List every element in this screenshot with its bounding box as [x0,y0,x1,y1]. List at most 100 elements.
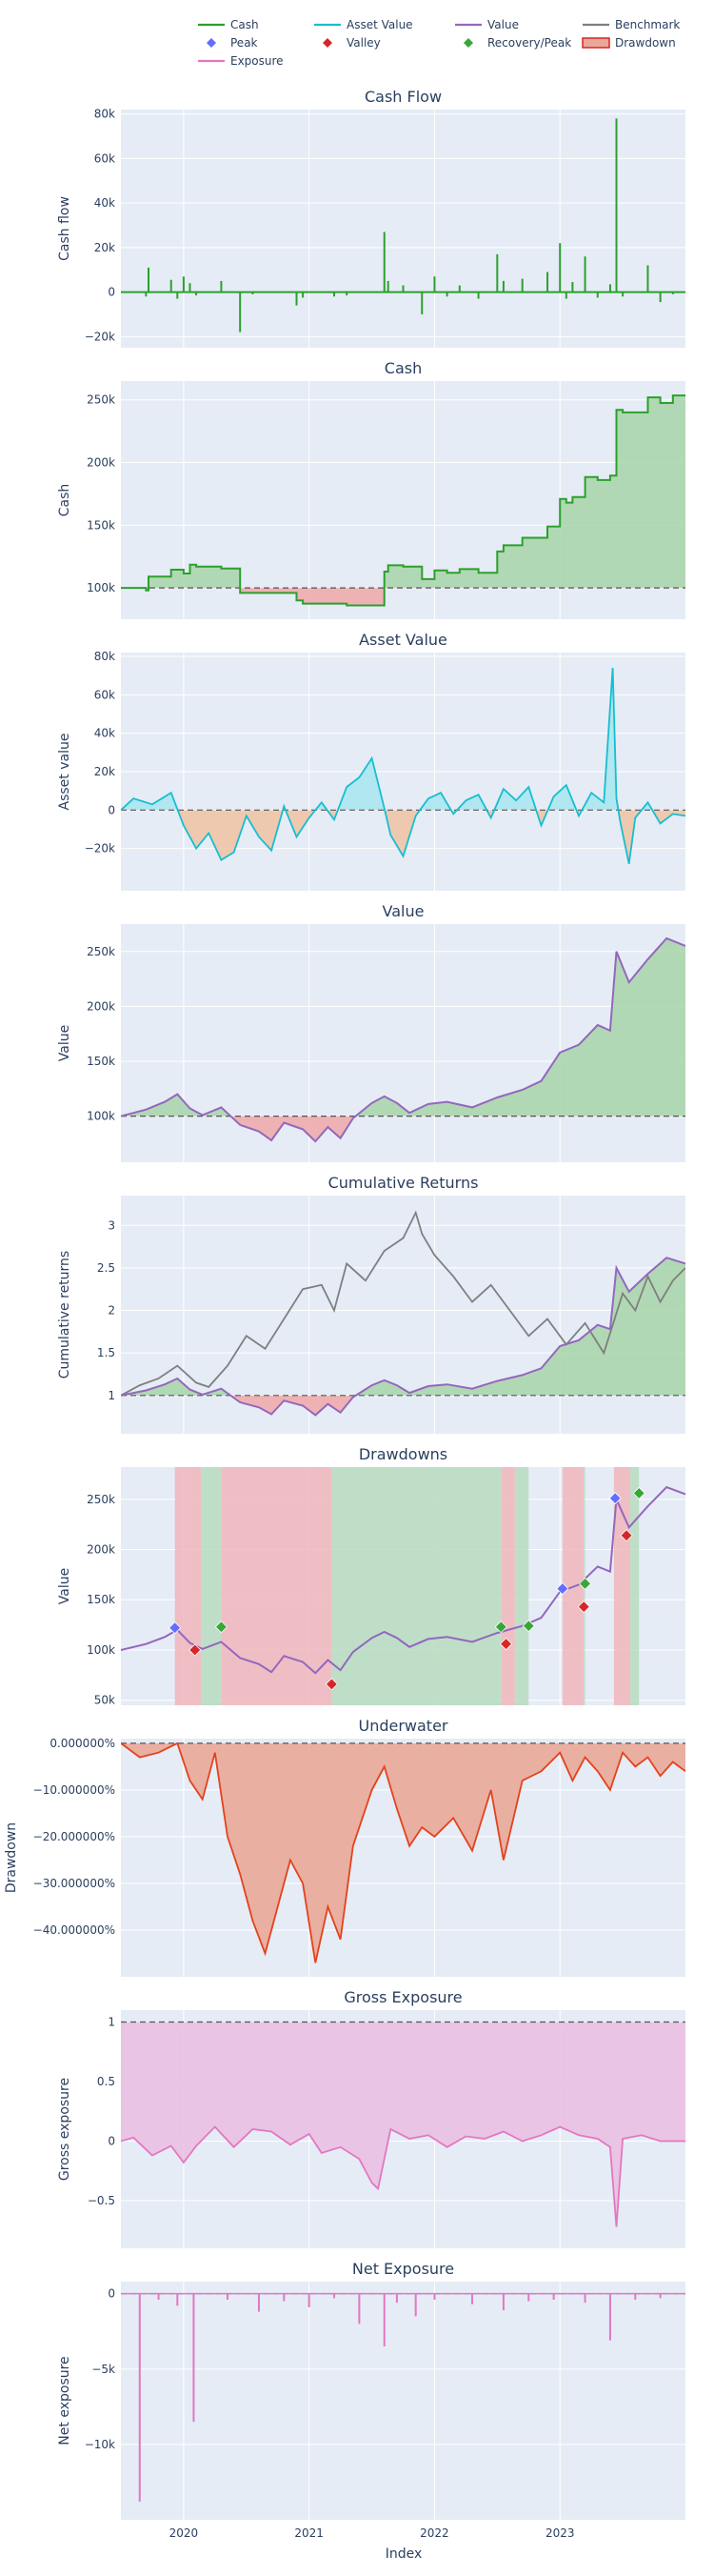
gross-exposure-line[interactable] [121,2125,685,2227]
y-tick-label: −20k [85,842,115,855]
plot-content [121,2021,685,2227]
subplot-title: Drawdowns [359,1445,447,1463]
x-tick-label: 2022 [420,2526,449,2540]
value-line[interactable] [121,1257,685,1417]
y-tick-label: −30.000000% [33,1877,115,1890]
y-tick-label: −10k [85,2438,115,2451]
y-axis-title: Cash [57,484,72,517]
plot-content [121,394,685,607]
y-tick-label: −20k [85,330,115,343]
legend-label: Cash [230,18,259,31]
legend-band-swatch [582,37,610,49]
y-tick-label: 150k [87,1593,115,1606]
y-tick-label: 0.5 [97,2075,115,2088]
valley-marker[interactable] [325,1678,338,1691]
y-tick-label: 2.5 [97,1261,115,1275]
y-tick-label: 0 [108,286,115,299]
legend[interactable]: Cash Asset Value Value Benchmark Peak Valley R… [198,18,680,68]
drawdown-line[interactable] [121,1741,685,1963]
drawdown-span[interactable] [613,1467,631,1705]
y-tick-label: 20k [94,765,115,778]
legend-item-asset-value[interactable]: Asset Value [314,18,413,31]
x-tick-label: 2020 [169,2526,199,2540]
subplot-title: Gross Exposure [344,1988,462,2006]
value-line[interactable] [121,1485,685,1675]
y-tick-label: 1 [108,1389,115,1402]
valley-marker[interactable] [499,1638,513,1651]
y-tick-label: 0.000000% [50,1737,115,1750]
plot-content [121,1210,685,1417]
plot-content [121,118,685,332]
drawdown-span[interactable] [501,1467,515,1705]
y-tick-label: 40k [94,727,115,740]
legend-label: Recovery/Peak [487,36,571,50]
recovery-marker[interactable] [522,1620,535,1633]
recovery-marker[interactable] [214,1620,228,1634]
peak-marker[interactable] [169,1621,182,1635]
plot-content [121,2292,685,2503]
exposure-fill-area [121,2022,685,2227]
legend-item-peak[interactable]: Peak [207,36,258,50]
value-line[interactable] [121,936,685,1143]
y-tick-label: 20k [94,241,115,254]
cash-line[interactable] [121,394,685,607]
asset-value-line[interactable] [121,668,685,864]
legend-diamond-swatch [207,38,216,48]
y-tick-label: 1 [108,2016,115,2029]
y-axis-title: Asset value [57,734,72,811]
y-axis-title: Value [57,1568,72,1604]
drawdown-span[interactable] [221,1467,332,1705]
subplot-title: Cash Flow [365,88,442,106]
y-axis-title: Cash flow [57,196,72,261]
recovery-span[interactable] [630,1467,640,1705]
negative-fill-area [230,1116,356,1142]
legend-item-benchmark[interactable]: Benchmark [583,18,680,31]
x-tick-label: 2023 [545,2526,575,2540]
drawdown-span[interactable] [174,1467,202,1705]
y-tick-label: 0 [108,2135,115,2148]
recovery-span[interactable] [331,1467,502,1705]
y-tick-label: −0.5 [88,2194,115,2207]
legend-label: Benchmark [615,18,680,31]
legend-item-cash[interactable]: Cash [198,18,259,31]
drawdown-fill-area [121,1742,685,1963]
subplot-cumulative-returns: 1 1.5 2 2.5 3 Cumulative Returns Cumulative re… [57,1174,685,1434]
y-tick-label: 200k [87,1542,115,1556]
legend-label: Valley [347,36,381,50]
y-tick-label: 0 [108,2287,115,2301]
legend-item-valley[interactable]: Valley [323,36,381,50]
y-tick-label: 200k [87,456,115,470]
valley-marker[interactable] [620,1529,633,1542]
y-tick-label: 100k [87,1110,115,1123]
y-tick-label: 100k [87,581,115,594]
recovery-span[interactable] [201,1467,222,1705]
y-axis-title: Value [57,1025,72,1061]
legend-item-drawdown[interactable]: Drawdown [582,36,676,50]
legend-label: Value [487,18,519,31]
recovery-marker[interactable] [579,1577,592,1590]
peak-marker[interactable] [608,1492,622,1505]
y-tick-label: 40k [94,196,115,210]
subplot-title: Cash [385,359,422,377]
benchmark-line[interactable] [121,1210,685,1397]
valley-marker[interactable] [577,1600,590,1614]
valley-marker[interactable] [188,1643,202,1657]
negative-fill-area [121,810,685,864]
recovery-span[interactable] [514,1467,529,1705]
peak-marker[interactable] [556,1582,569,1596]
legend-item-value[interactable]: Value [455,18,519,31]
legend-item-recovery-peak[interactable]: Recovery/Peak [464,36,571,50]
recovery-marker[interactable] [494,1620,507,1634]
legend-item-exposure[interactable]: Exposure [198,54,284,68]
plot-content [121,668,685,864]
subplot-title: Net Exposure [352,2260,454,2278]
recovery-marker[interactable] [632,1486,645,1499]
y-tick-label: 60k [94,688,115,701]
subplot-title: Underwater [358,1717,447,1735]
y-tick-label: −5k [91,2363,115,2376]
y-tick-label: 50k [94,1694,115,1707]
y-tick-label: 250k [87,945,115,958]
y-tick-label: 80k [94,108,115,121]
